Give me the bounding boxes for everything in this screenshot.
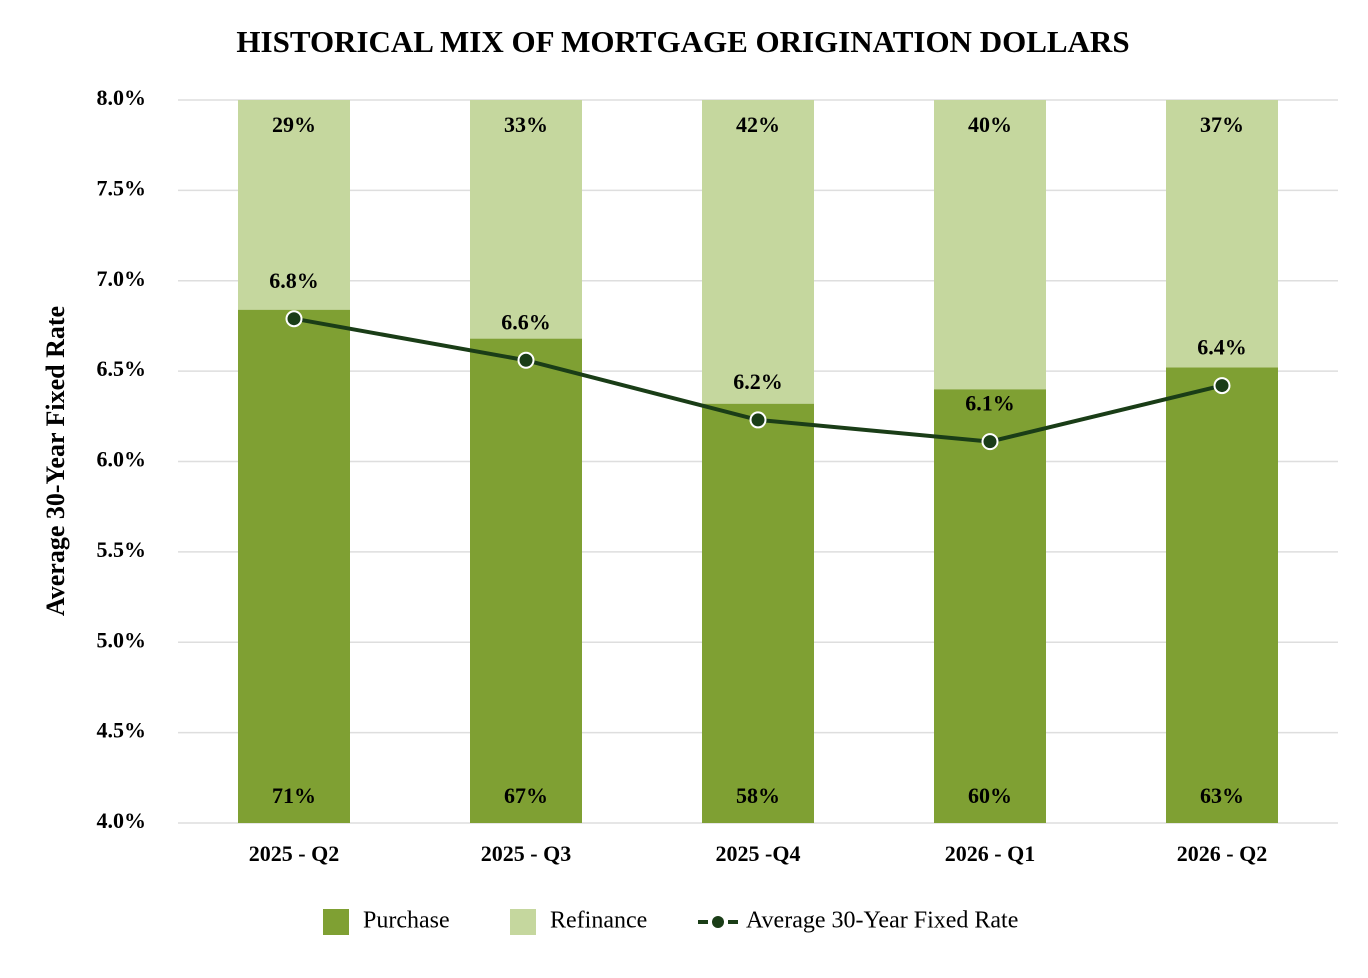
bar-segment: [238, 309, 350, 823]
y-tick-label: 5.5%: [97, 537, 147, 562]
line-point: [981, 433, 999, 451]
bar-segment: [1166, 100, 1278, 368]
y-tick-label: 4.0%: [97, 808, 147, 833]
data-label: 6.1%: [965, 391, 1015, 416]
x-tick-label: 2025 - Q2: [249, 841, 339, 866]
data-label: 6.4%: [1197, 335, 1247, 360]
line-point: [1213, 377, 1231, 395]
bar-segment: [470, 100, 582, 339]
line-point: [517, 351, 535, 369]
x-tick-label: 2025 -Q4: [716, 841, 801, 866]
y-tick-label: 7.0%: [97, 266, 147, 291]
chart-title: HISTORICAL MIX OF MORTGAGE ORIGINATION D…: [236, 24, 1129, 59]
data-label: 42%: [736, 112, 780, 137]
data-label: 33%: [504, 112, 548, 137]
bar-segment: [702, 100, 814, 404]
legend-swatch: [510, 909, 536, 935]
data-label: 6.6%: [501, 309, 551, 334]
data-label: 40%: [968, 112, 1012, 137]
y-tick-label: 6.5%: [97, 356, 147, 381]
data-label: 6.8%: [269, 268, 319, 293]
y-tick-label: 7.5%: [97, 175, 147, 200]
y-tick-label: 6.0%: [97, 447, 147, 472]
bar-segment: [934, 389, 1046, 823]
legend-label: Refinance: [550, 908, 647, 934]
bar-segment: [238, 100, 350, 310]
legend-swatch: [323, 909, 349, 935]
y-tick-label: 8.0%: [97, 85, 147, 110]
line-point: [749, 411, 767, 429]
bar-segment: [470, 338, 582, 823]
y-tick-label: 5.0%: [97, 627, 147, 652]
data-label: 29%: [272, 112, 316, 137]
legend-swatch: [712, 916, 724, 928]
y-axis-label: Average 30-Year Fixed Rate: [41, 306, 70, 616]
data-label: 6.2%: [733, 369, 783, 394]
data-label: 60%: [968, 783, 1012, 808]
data-label: 63%: [1200, 783, 1244, 808]
legend-label: Purchase: [363, 908, 450, 934]
x-tick-label: 2026 - Q1: [945, 841, 1035, 866]
data-label: 37%: [1200, 112, 1244, 137]
legend-label: Average 30-Year Fixed Rate: [746, 908, 1018, 934]
bar-segment: [934, 100, 1046, 390]
data-label: 58%: [736, 783, 780, 808]
x-tick-label: 2025 - Q3: [481, 841, 571, 866]
data-label: 71%: [272, 783, 316, 808]
y-tick-label: 4.5%: [97, 718, 147, 743]
x-tick-label: 2026 - Q2: [1177, 841, 1267, 866]
bar-segment: [1166, 367, 1278, 823]
bar-segment: [702, 403, 814, 823]
line-point: [285, 310, 303, 328]
data-label: 67%: [504, 783, 548, 808]
